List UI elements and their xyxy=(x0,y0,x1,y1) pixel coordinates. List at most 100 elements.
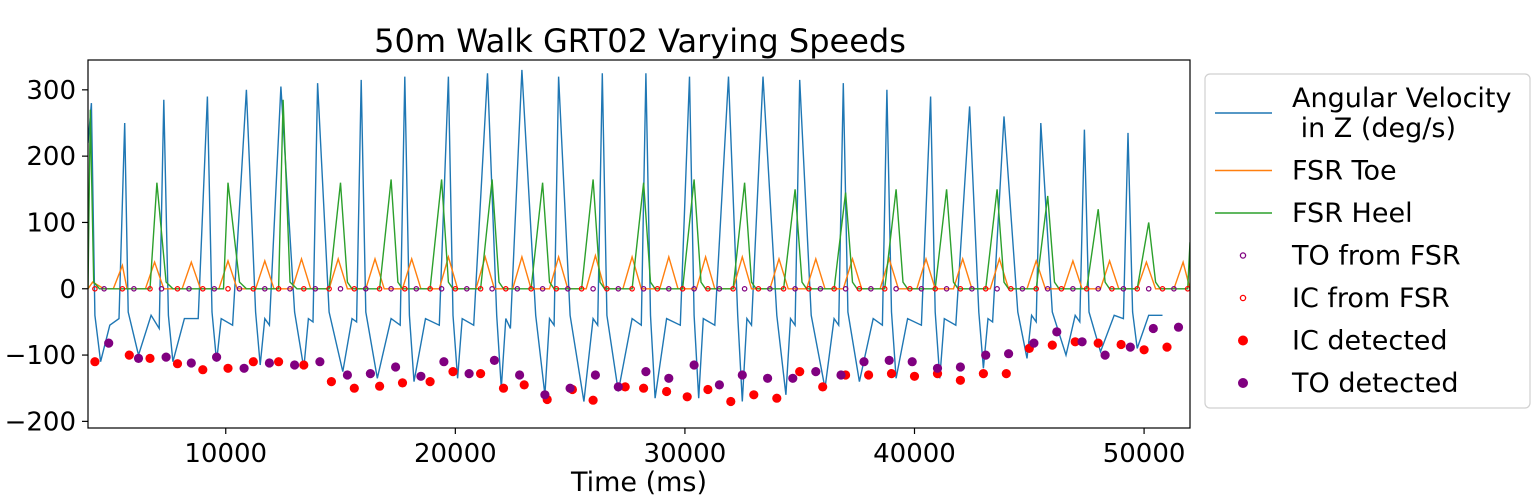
marker-to-from-fsr xyxy=(590,285,596,292)
marker-ic-from-fsr xyxy=(907,285,913,292)
point-ic-detected xyxy=(864,370,874,380)
point-to-detected xyxy=(641,367,651,377)
marker-ic-from-fsr xyxy=(502,285,509,292)
point-to-detected xyxy=(464,369,474,379)
point-to-detected xyxy=(186,358,196,368)
marker-ic-from-fsr xyxy=(654,285,661,292)
marker-ic-from-fsr xyxy=(92,285,98,292)
point-ic-detected xyxy=(588,395,598,405)
point-ic-detected xyxy=(886,369,897,379)
marker-ic-from-fsr xyxy=(578,285,585,292)
marker-to-from-fsr xyxy=(665,285,672,292)
marker-to-from-fsr xyxy=(131,285,137,292)
marker-to-from-fsr xyxy=(918,285,925,292)
point-to-detected xyxy=(515,370,525,380)
marker-ic-from-fsr xyxy=(1083,285,1090,292)
marker-to-from-fsr xyxy=(463,285,470,292)
point-ic-detected xyxy=(772,393,782,403)
point-to-detected xyxy=(664,373,674,383)
marker-ic-from-fsr xyxy=(629,285,635,292)
plot-area xyxy=(88,69,1190,407)
point-ic-detected xyxy=(1093,338,1103,348)
point-to-detected xyxy=(133,353,144,363)
marker-to-from-fsr xyxy=(716,285,723,292)
point-to-detected xyxy=(489,355,499,365)
point-ic-detected xyxy=(682,392,692,402)
marker-to-from-fsr xyxy=(211,285,218,292)
point-ic-detected xyxy=(1001,369,1011,379)
point-to-detected xyxy=(1148,323,1158,334)
point-ic-detected xyxy=(198,365,208,375)
marker-to-from-fsr xyxy=(1145,285,1152,292)
marker-to-from-fsr xyxy=(817,285,824,292)
marker-to-from-fsr xyxy=(741,285,748,292)
y-tick-label: −200 xyxy=(5,407,76,437)
marker-to-from-fsr xyxy=(767,285,773,292)
point-to-detected xyxy=(836,370,846,380)
point-to-detected xyxy=(365,369,375,379)
point-ic-detected xyxy=(1116,339,1126,350)
point-ic-detected xyxy=(223,363,233,373)
marker-to-from-fsr xyxy=(615,285,622,292)
legend-label-angular_velocity: in Z (deg/s) xyxy=(1292,113,1456,144)
marker-ic-from-fsr xyxy=(679,285,686,292)
point-ic-detected xyxy=(124,350,134,360)
point-to-detected xyxy=(1077,337,1087,347)
marker-ic-from-fsr xyxy=(1159,285,1166,292)
point-to-detected xyxy=(811,367,821,377)
marker-ic-from-fsr xyxy=(982,285,989,292)
marker-ic-from-fsr xyxy=(250,285,257,292)
point-ic-detected xyxy=(795,367,805,377)
marker-ic-from-fsr xyxy=(1109,285,1115,292)
legend-swatch-ic_fsr xyxy=(1239,294,1247,302)
point-ic-detected xyxy=(955,375,966,385)
point-ic-detected xyxy=(145,353,155,363)
marker-ic-from-fsr xyxy=(300,285,307,292)
marker-to-from-fsr xyxy=(539,285,546,292)
legend-label-ic_detected: IC detected xyxy=(1292,326,1448,357)
point-to-detected xyxy=(161,352,171,362)
marker-ic-from-fsr xyxy=(553,285,560,292)
plot-frame xyxy=(87,59,1191,429)
point-to-detected xyxy=(907,357,917,367)
point-to-detected xyxy=(1100,350,1110,360)
marker-to-from-fsr xyxy=(868,285,874,292)
marker-ic-from-fsr xyxy=(957,285,964,292)
point-to-detected xyxy=(714,380,725,390)
y-tick-label: 300 xyxy=(26,76,76,106)
x-tick-label: 10000 xyxy=(184,439,267,469)
point-to-detected xyxy=(1173,322,1184,332)
point-ic-detected xyxy=(498,383,509,393)
marker-ic-from-fsr xyxy=(351,285,358,292)
marker-ic-from-fsr xyxy=(119,285,126,292)
point-to-detected xyxy=(1029,338,1039,348)
marker-to-from-fsr xyxy=(158,285,165,292)
marker-ic-from-fsr xyxy=(275,285,282,292)
marker-to-from-fsr xyxy=(969,285,975,292)
point-to-detected xyxy=(613,382,623,392)
marker-ic-from-fsr xyxy=(200,285,206,292)
legend-label-angular_velocity: Angular Velocity xyxy=(1292,83,1512,114)
marker-to-from-fsr xyxy=(413,285,420,292)
marker-to-from-fsr xyxy=(1095,285,1102,292)
point-to-detected xyxy=(439,357,449,367)
point-ic-detected xyxy=(349,383,359,393)
marker-ic-from-fsr xyxy=(174,285,181,292)
marker-to-from-fsr xyxy=(691,285,697,292)
chart-title: 50m Walk GRT02 Varying Speeds xyxy=(374,22,906,60)
marker-to-from-fsr xyxy=(1070,285,1076,292)
legend-swatch-ic_detected xyxy=(1238,335,1248,346)
legend-swatch-to_fsr xyxy=(1239,252,1247,259)
point-ic-detected xyxy=(476,369,486,379)
point-to-detected xyxy=(737,370,747,380)
point-to-detected xyxy=(955,362,966,372)
x-tick-label: 50000 xyxy=(1103,439,1186,469)
legend: Angular Velocity in Z (deg/s) FSR Toe FSR … xyxy=(1204,73,1531,409)
x-axis: 10000 20000 30000 40000 50000 xyxy=(184,428,1185,469)
marker-ic-from-fsr xyxy=(881,285,888,292)
point-ic-detected xyxy=(326,377,336,387)
point-to-detected xyxy=(763,373,773,383)
marker-to-from-fsr xyxy=(337,285,344,292)
point-to-detected xyxy=(290,360,300,370)
